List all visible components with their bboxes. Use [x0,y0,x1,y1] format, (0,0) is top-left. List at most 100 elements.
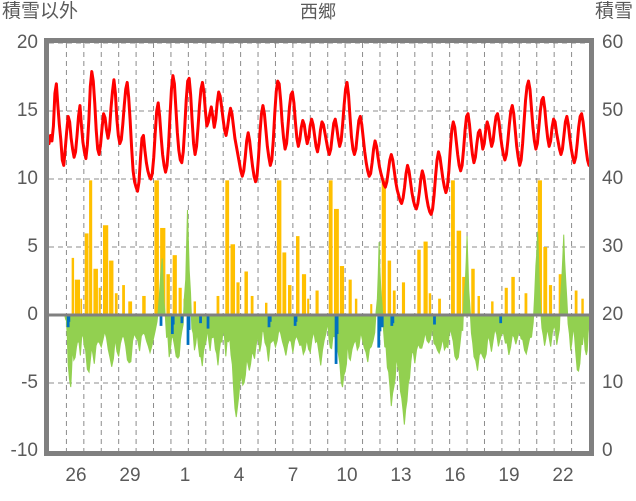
orange-bar [93,268,98,315]
y-tick-right-60: 60 [602,32,624,53]
blue-bar [187,315,191,330]
y-tick-right-0: 0 [602,440,613,461]
green-snow-depth-area [64,209,589,425]
orange-bar [84,233,89,315]
orange-bar [282,252,287,315]
orange-bar [381,180,386,315]
orange-bar [574,290,578,315]
orange-bar [166,274,170,315]
blue-bar [186,315,190,345]
orange-bar [511,276,515,315]
blue-snowfall-bars [66,315,503,364]
y-tick-left--5: -5 [21,372,38,393]
orange-bar [178,287,182,315]
blue-bar [159,315,163,326]
orange-bar [193,301,197,315]
orange-bar [307,298,310,315]
orange-bar [265,302,268,315]
orange-bar [387,260,392,315]
orange-bar [122,285,125,315]
orange-bar [89,180,93,315]
blue-bar [268,315,272,322]
orange-bar [244,271,248,315]
orange-bar [537,180,542,315]
blue-bar [199,315,202,324]
orange-bar [333,208,339,315]
blue-bar [171,315,175,325]
orange-bar [301,274,307,315]
orange-bar [142,295,146,315]
blue-bar [294,315,298,322]
x-tick-13: 13 [390,465,412,486]
x-tick-26: 26 [65,465,87,486]
blue-bar [334,315,338,364]
orange-bar [456,230,462,315]
orange-bar [296,236,300,315]
orange-bar [236,282,240,315]
orange-bar [348,279,352,315]
x-tick-22: 22 [552,465,574,486]
y-tick-left-10: 10 [16,168,38,189]
orange-bar [438,298,441,315]
y-tick-left-5: 5 [27,236,38,257]
orange-precip-bars [71,180,584,315]
orange-bar [225,180,230,315]
orange-bar [581,298,584,315]
orange-bar [276,180,282,315]
chart-title: 西郷 [300,2,336,22]
blue-bar [170,315,174,335]
orange-bar [417,249,421,315]
x-tick-1: 1 [179,465,191,486]
y-tick-left-15: 15 [16,100,38,121]
orange-bar [287,285,292,315]
blue-bar [335,315,339,335]
orange-bar [401,282,406,315]
blue-bar [180,315,184,324]
temperature-line [49,70,589,216]
orange-bar [315,290,319,315]
orange-bar [370,304,373,315]
blue-bar [499,315,503,324]
y-tick-right-40: 40 [602,168,624,189]
y-tick-right-30: 30 [602,236,624,257]
orange-bar [230,244,236,315]
orange-bar [491,301,494,315]
orange-bar [109,260,114,315]
orange-bar [504,287,508,315]
orange-bar [328,180,333,315]
orange-bar [114,293,118,315]
orange-bar [543,247,548,315]
blue-bar [67,315,71,322]
y-tick-left--10: -10 [10,440,38,461]
left-axis-title: 積雪以外 [2,1,79,22]
orange-bar [128,301,133,315]
orange-bar [250,295,254,315]
y-tick-left-0: 0 [27,304,38,325]
x-tick-29: 29 [119,465,141,486]
blue-bar [380,315,384,328]
orange-bar [354,298,358,315]
orange-bar [451,180,455,315]
blue-bar [433,315,436,325]
orange-bar [154,180,159,315]
right-axis-title: 積雪 [594,1,633,22]
chart-svg [49,43,589,451]
orange-bar [172,255,177,315]
orange-bar [471,268,475,315]
orange-bar [428,293,432,315]
orange-bar [392,290,396,315]
blue-bar [378,315,382,332]
orange-bar [339,266,345,315]
blue-bar [391,315,395,324]
x-tick-10: 10 [336,465,358,486]
orange-bar [74,279,81,315]
x-tick-7: 7 [287,465,299,486]
orange-bar [71,257,75,315]
y-tick-right-50: 50 [602,100,624,121]
blue-bar [206,315,210,329]
y-tick-right-20: 20 [602,304,624,325]
y-tick-right-10: 10 [602,372,624,393]
orange-bar [477,295,480,315]
y-tick-left-20: 20 [16,32,38,53]
